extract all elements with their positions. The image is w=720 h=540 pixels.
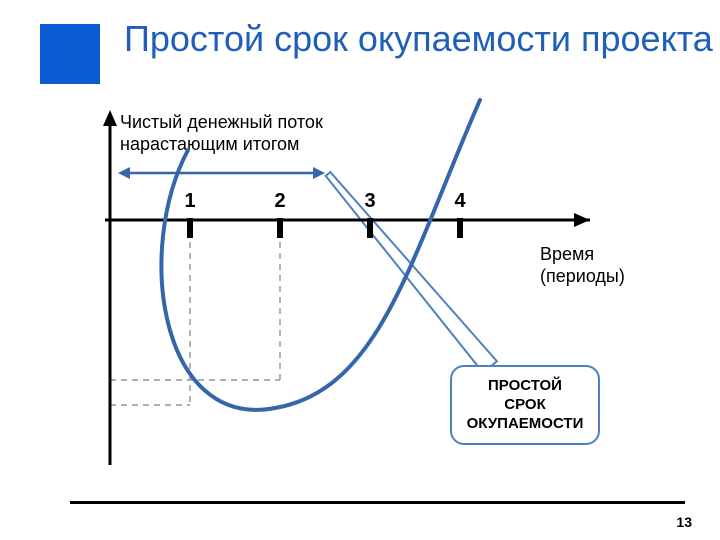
period-label: 3	[364, 190, 375, 213]
page-number: 13	[676, 514, 692, 530]
period-label: 1	[184, 190, 195, 213]
title-block: Простой срок окупаемости проекта	[40, 18, 713, 84]
period-label: 4	[454, 190, 465, 213]
footer-divider	[70, 501, 685, 504]
payback-diagram: Чистый денежный потокнарастающим итогом …	[80, 110, 640, 480]
title-square-icon	[40, 24, 100, 84]
callout-payback-period: ПРОСТОЙСРОКОКУПАЕМОСТИ	[450, 365, 600, 445]
period-label: 2	[274, 190, 285, 213]
slide-title: Простой срок окупаемости проекта	[124, 18, 713, 59]
x-axis-label: Время(периоды)	[540, 244, 625, 287]
